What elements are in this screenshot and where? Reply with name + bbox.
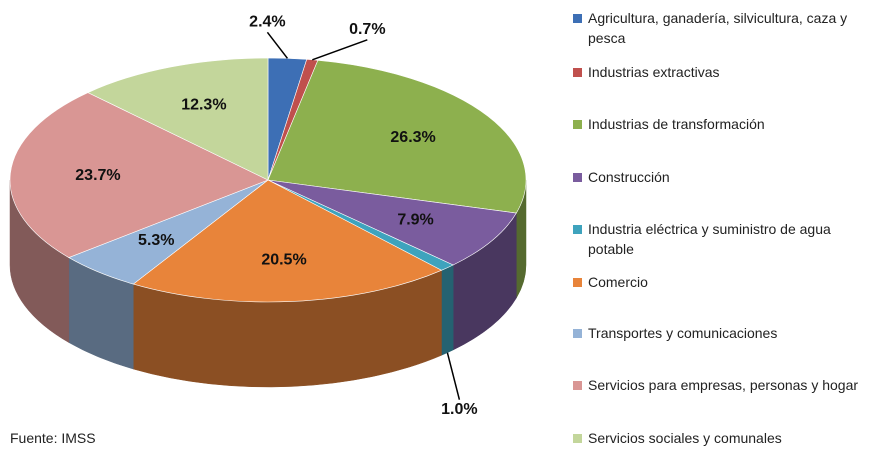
legend-label: Agricultura, ganadería, silvicultura, ca… [588,10,848,46]
data-label: 5.3% [138,232,174,249]
legend-item: Construcción [572,167,872,187]
leader-line [446,352,461,400]
slice [9,92,269,258]
legend-swatch [573,120,582,129]
legend-label: Servicios sociales y comunales [588,430,782,446]
legend-label: Construcción [588,169,670,185]
leader-line [312,39,368,61]
legend-item: Industria eléctrica y suministro de agua… [572,219,872,259]
pie-area: 2.4% 0.7% 26.3% 7.9% 1.0% 20.5% 5.3% 23.7% 12.3% [9,14,527,418]
source: Fuente: IMSS [10,430,96,446]
data-label: 23.7% [75,167,120,184]
data-label: 2.4% [249,14,285,31]
legend-item: Comercio [572,272,872,292]
legend-item: Industrias de transformación [572,114,872,134]
legend-label: Transportes y comunicaciones [588,325,778,341]
data-label: 26.3% [390,129,435,146]
legend-label: Servicios para empresas, personas y hoga… [588,377,859,393]
slice [87,57,269,181]
legend-swatch [573,329,582,338]
legend-label: Industrias extractivas [588,64,720,80]
data-label: 1.0% [441,401,477,418]
legend-swatch [573,381,582,390]
legend-swatch [573,278,582,287]
legend-item: Agricultura, ganadería, silvicultura, ca… [572,8,872,48]
data-label: 0.7% [349,21,385,38]
legend-label: Comercio [588,274,648,290]
data-label: 12.3% [181,97,226,114]
legend-swatch [573,14,582,23]
legend-swatch [573,68,582,77]
data-label: 7.9% [397,211,433,228]
legend-swatch [573,225,582,234]
legend-item: Industrias extractivas [572,62,872,82]
leader-line [266,31,289,59]
legend-item: Servicios sociales y comunales [572,428,872,448]
legend-item: Transportes y comunicaciones [572,323,872,343]
slice [267,179,517,266]
legend-label: Industria eléctrica y suministro de agua… [588,221,831,257]
legend-item: Servicios para empresas, personas y hoga… [572,375,872,395]
legend-swatch [573,434,582,443]
legend-label: Industrias de transformación [588,116,765,132]
slice [267,59,527,214]
slice-side [441,264,454,356]
slice [132,179,443,303]
legend-swatch [573,173,582,182]
data-label: 20.5% [261,251,306,268]
